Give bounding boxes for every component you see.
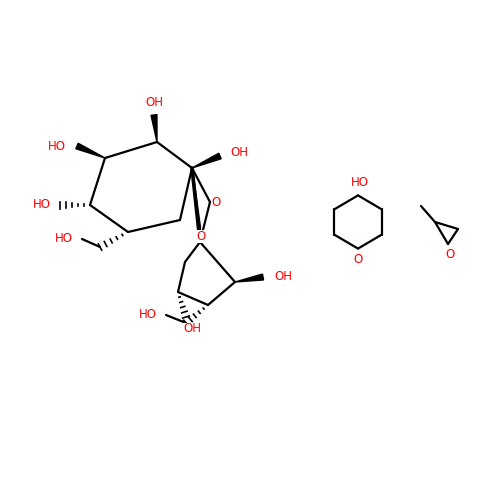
Polygon shape bbox=[76, 143, 105, 158]
Text: OH: OH bbox=[230, 146, 248, 160]
Text: OH: OH bbox=[183, 322, 201, 336]
Text: HO: HO bbox=[48, 140, 66, 152]
Polygon shape bbox=[151, 114, 157, 142]
Text: O: O bbox=[212, 196, 220, 208]
Text: OH: OH bbox=[274, 270, 292, 283]
Text: OH: OH bbox=[145, 96, 163, 110]
Text: O: O bbox=[446, 248, 454, 262]
Text: HO: HO bbox=[139, 308, 157, 322]
Text: HO: HO bbox=[55, 232, 73, 245]
Text: HO: HO bbox=[351, 176, 369, 189]
Polygon shape bbox=[192, 153, 221, 168]
Text: O: O bbox=[196, 230, 205, 242]
Polygon shape bbox=[235, 274, 264, 282]
Text: O: O bbox=[354, 253, 362, 266]
Text: HO: HO bbox=[33, 198, 51, 211]
